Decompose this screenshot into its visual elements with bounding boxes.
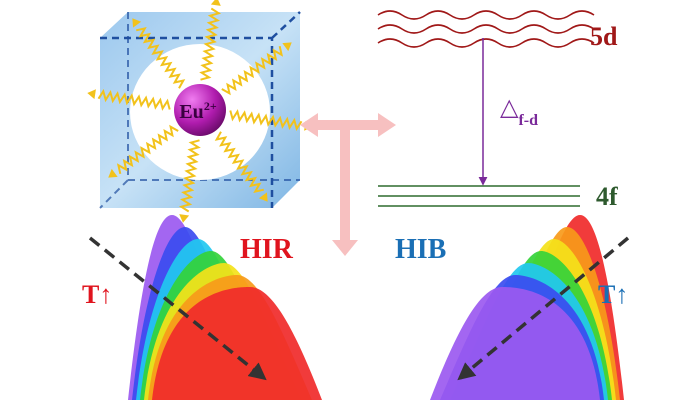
ray [199,7,222,81]
ray-head [132,18,142,28]
trend-arrow-right [457,236,630,381]
ray-head [87,89,96,100]
ray [214,131,265,194]
panel-label: HIB [395,234,446,265]
panel-label: HIR [240,234,294,265]
lower-level-label: 4f [596,182,618,211]
ion: Eu [179,101,203,123]
gap-label: △f-d [500,95,538,129]
ray-head [210,0,221,6]
crystal: Eu2+ [87,0,313,223]
ion-charge: 2+ [204,99,217,113]
spectra [128,215,624,400]
ray [135,26,186,89]
ray-head [179,214,190,223]
ray-head [258,192,268,202]
temperature-label: T↑ [598,280,628,309]
connector [300,113,396,256]
ray [221,45,284,96]
upper-level-label: 5d [590,22,618,51]
ray [178,139,201,213]
lower-level [378,185,580,207]
ray-head [108,168,118,178]
gap-symbol: △ [500,95,519,121]
ray [116,124,179,175]
ray-head [282,42,292,52]
ion-sphere [174,84,226,136]
temperature-label: T↑ [82,280,112,309]
cube-edges [100,11,301,208]
gap-subscript: f-d [518,112,538,129]
ion-label: Eu2+ [179,99,216,123]
cube-back-edges [99,12,300,209]
upper-level [377,10,595,48]
ray [229,109,303,132]
ray [97,88,171,111]
spectrum-band [152,287,322,400]
